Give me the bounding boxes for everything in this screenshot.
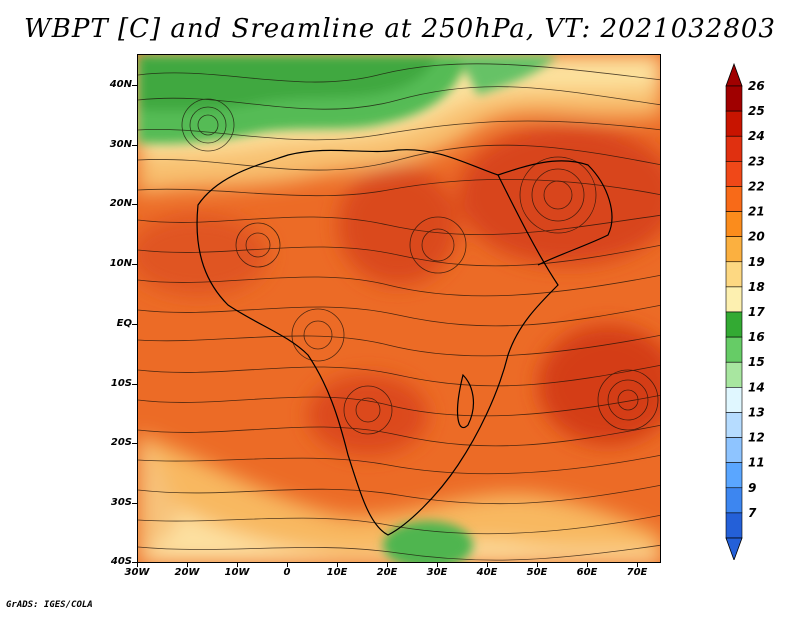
lon-label: 0: [283, 567, 291, 578]
colorbar-label: 17: [748, 305, 765, 319]
colorbar-graphic: 26 25 24 23 22 21 20 19 18 17 16 15 14 13 12 11 9 7: [725, 62, 765, 562]
lon-tick: [137, 562, 138, 567]
colorbar-label: 20: [748, 230, 765, 244]
lat-tick: [132, 204, 137, 205]
lon-tick: [537, 562, 538, 567]
lat-label: 30S: [110, 497, 132, 508]
lat-tick: [132, 324, 137, 325]
colorbar-label: 12: [748, 431, 765, 445]
colorbar-label: 14: [748, 380, 765, 394]
lon-label: 70E: [626, 567, 648, 578]
colorbar-label: 23: [748, 154, 765, 168]
wbpt-field-map: [138, 55, 660, 562]
colorbar-label: 16: [748, 330, 765, 344]
colorbar-label: 22: [748, 179, 765, 193]
lat-tick: [132, 562, 137, 563]
colorbar-max-arrow: [725, 62, 743, 87]
colorbar-swatch: [725, 236, 743, 263]
lat-label: 20S: [110, 437, 132, 448]
colorbar-swatch: [725, 336, 743, 363]
lon-label: 40E: [476, 567, 498, 578]
colorbar-swatch: [725, 161, 743, 187]
colorbar-swatch: [725, 85, 743, 112]
lon-tick: [487, 562, 488, 567]
lat-label: 20N: [109, 198, 132, 209]
lat-label: 40N: [109, 79, 132, 90]
map-panel: [137, 54, 661, 563]
lat-tick: [132, 384, 137, 385]
lon-label: 50E: [526, 567, 548, 578]
lon-label: 20W: [174, 567, 200, 578]
lon-tick: [237, 562, 238, 567]
lat-tick: [132, 443, 137, 444]
colorbar-label: 25: [748, 104, 765, 118]
lat-tick: [132, 264, 137, 265]
colorbar-swatch: [725, 135, 743, 162]
lon-label: 60E: [576, 567, 598, 578]
colorbar-swatch: [725, 110, 743, 137]
lat-tick: [132, 85, 137, 86]
colorbar-swatch: [725, 437, 743, 463]
colorbar-label: 21: [748, 205, 765, 219]
lon-label: 30E: [426, 567, 448, 578]
colorbar-label: 19: [748, 255, 765, 269]
lon-label: 10W: [224, 567, 250, 578]
colorbar-swatch: [725, 186, 743, 212]
lat-label: 30N: [109, 139, 132, 150]
colorbar-swatch: [725, 462, 743, 489]
colorbar-label: 15: [748, 355, 765, 369]
colorbar-swatch: [725, 387, 743, 413]
lat-label: 10S: [110, 378, 132, 389]
lon-tick: [587, 562, 588, 567]
lon-label: 30W: [124, 567, 150, 578]
colorbar-swatch: [725, 361, 743, 388]
colorbar-label: 18: [748, 280, 765, 294]
colorbar-swatch: [725, 412, 743, 438]
colorbar: 26 25 24 23 22 21 20 19 18 17 16 15 14 13 12 11 9 7: [716, 60, 800, 562]
lon-tick: [387, 562, 388, 567]
colorbar-label: 11: [748, 456, 765, 470]
colorbar-swatch: [725, 512, 743, 539]
colorbar-label: 9: [748, 481, 756, 495]
colorbar-swatch: [725, 311, 743, 338]
colorbar-swatch: [725, 286, 743, 313]
lon-tick: [437, 562, 438, 567]
colorbar-swatch: [725, 261, 743, 288]
lat-label: 10N: [109, 258, 132, 269]
map-title: WBPT [C] and Sreamline at 250hPa, VT: 20…: [24, 14, 776, 44]
lon-label: 20E: [376, 567, 398, 578]
colorbar-label: 13: [748, 405, 765, 419]
colorbar-label: 7: [748, 506, 757, 520]
lat-tick: [132, 145, 137, 146]
lat-tick: [132, 503, 137, 504]
lon-label: 10E: [326, 567, 348, 578]
lon-tick: [187, 562, 188, 567]
colorbar-label: 24: [748, 129, 765, 143]
lon-tick: [287, 562, 288, 567]
lat-label: 40S: [110, 556, 132, 567]
colorbar-label: 26: [748, 79, 765, 93]
lat-label: EQ: [116, 318, 132, 329]
colorbar-swatch: [725, 487, 743, 514]
streamlines: [138, 63, 660, 561]
credit-text: GrADS: IGES/COLA: [6, 600, 93, 610]
lon-tick: [637, 562, 638, 567]
colorbar-swatch: [725, 211, 743, 237]
coastlines: [196, 149, 613, 536]
colorbar-min-arrow: [725, 537, 743, 562]
lon-tick: [337, 562, 338, 567]
